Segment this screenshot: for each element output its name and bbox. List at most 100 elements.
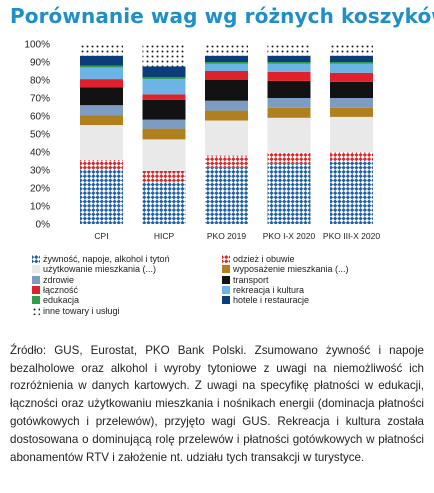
bar-segment — [142, 66, 186, 78]
stacked-bar-chart: 0% 10% 20% 30% 40% 50% 60% 70% 80% 90% 100% CPI HIC… — [24, 40, 380, 242]
y-tick-label: 100% — [24, 40, 50, 51]
legend-label: inne towary i usługi — [43, 305, 120, 316]
legend-swatch — [32, 265, 40, 274]
legend-swatch — [222, 296, 230, 305]
legend-swatch — [222, 285, 230, 294]
legend-label: hotele i restauracje — [233, 295, 310, 306]
bar-segment — [80, 67, 123, 80]
bar-segment — [205, 120, 248, 156]
bar-segment — [80, 160, 123, 170]
bar-segment — [205, 71, 248, 80]
bar-segment — [205, 167, 248, 224]
legend-item: transport — [222, 275, 269, 285]
legend-item: zdrowie — [32, 275, 74, 285]
bar-segment — [267, 163, 311, 224]
bar-segment — [80, 65, 123, 68]
y-tick-label: 40% — [30, 148, 50, 159]
legend-item: odzież i obuwie — [222, 254, 295, 264]
bar-segment — [142, 119, 186, 129]
bar-segment — [330, 62, 373, 64]
bar-segment — [142, 79, 186, 95]
legend-item: wyposażenie mieszkania (...) — [222, 264, 349, 274]
bar-segment — [80, 55, 123, 66]
bar-segment — [142, 99, 186, 120]
bar-segment — [142, 139, 186, 171]
legend-item: żywność, napoje, alkohol i tytoń — [32, 254, 170, 264]
bar-segment — [330, 81, 373, 98]
legend-swatch — [222, 265, 230, 274]
legend-item: hotele i restauracje — [222, 295, 309, 305]
x-category-label: PKO 2019 — [207, 231, 246, 241]
bar-segment — [267, 107, 311, 118]
bar-segment — [267, 152, 311, 164]
bar-segment — [205, 44, 248, 56]
bar-segment — [80, 169, 123, 224]
legend-label: odzież i obuwie — [233, 254, 295, 264]
legend-swatch — [32, 285, 40, 294]
legend-label: transport — [233, 274, 269, 285]
bar-segment — [267, 117, 311, 153]
y-tick-label: 60% — [30, 112, 50, 123]
y-tick-label: 0% — [36, 220, 51, 231]
bar-segment — [330, 161, 373, 224]
bar-segment — [330, 72, 373, 82]
bar-segment — [330, 107, 373, 117]
bar-segment — [330, 98, 373, 108]
source-note: Źródło: GUS, Eurostat, PKO Bank Polski. … — [10, 343, 424, 465]
y-tick-label: 10% — [30, 202, 50, 213]
bar-segment — [80, 125, 123, 161]
bar-segment — [330, 55, 373, 62]
bar-segment — [205, 80, 248, 101]
y-tick-label: 50% — [30, 130, 50, 141]
y-tick-label: 20% — [30, 184, 50, 195]
legend-label: żywność, napoje, alkohol i tytoń — [43, 254, 170, 264]
y-tick-label: 70% — [30, 94, 50, 105]
bar-segment — [205, 63, 248, 71]
bar-segment — [267, 98, 311, 108]
legend-swatch — [32, 306, 40, 315]
legend-swatch — [222, 275, 230, 284]
legend-swatch — [32, 275, 40, 284]
bar-segment — [205, 155, 248, 168]
legend-item: rekreacja i kultura — [222, 285, 304, 295]
x-category-label: CPI — [94, 231, 108, 241]
legend-item: edukacja — [32, 295, 79, 305]
bar-segment — [142, 128, 186, 140]
legend-label: zdrowie — [43, 274, 75, 285]
y-tick-label: 30% — [30, 166, 50, 177]
legend-swatch — [222, 255, 230, 263]
legend-label: wyposażenie mieszkania (...) — [233, 264, 349, 275]
bar-segment — [142, 44, 186, 67]
bar-segment — [267, 80, 311, 98]
legend-swatch — [32, 296, 40, 305]
bar-segment — [80, 79, 123, 88]
bar-segment — [80, 44, 123, 56]
legend-label: rekreacja i kultura — [233, 284, 305, 295]
bar-segment — [80, 105, 123, 116]
bar-segment — [330, 152, 373, 162]
bar-segment — [267, 71, 311, 81]
bar-segment — [267, 63, 311, 72]
bar-segment — [330, 63, 373, 73]
bar-segment — [267, 55, 311, 62]
x-category-label: PKO III-X 2020 — [323, 231, 380, 241]
bar-segment — [142, 77, 186, 80]
bar-segment — [80, 87, 123, 106]
bar-segment — [205, 62, 248, 64]
y-tick-label: 90% — [30, 58, 50, 69]
legend-label: edukacja — [43, 295, 80, 306]
bar-segment — [142, 170, 186, 182]
bar-segment — [205, 100, 248, 111]
bar-segment — [205, 55, 248, 62]
bar-segment — [205, 110, 248, 121]
x-category-label: HICP — [154, 231, 175, 241]
bar-segment — [267, 62, 311, 64]
legend-swatch — [32, 255, 40, 263]
bar-segment — [267, 44, 311, 56]
bar-segment — [330, 116, 373, 152]
chart-title: Porównanie wag wg różnych koszyków — [10, 4, 434, 28]
y-tick-label: 80% — [30, 76, 50, 87]
bar-segment — [142, 181, 186, 224]
legend-item: inne towary i usługi — [32, 306, 120, 316]
bar-segment — [330, 44, 373, 56]
